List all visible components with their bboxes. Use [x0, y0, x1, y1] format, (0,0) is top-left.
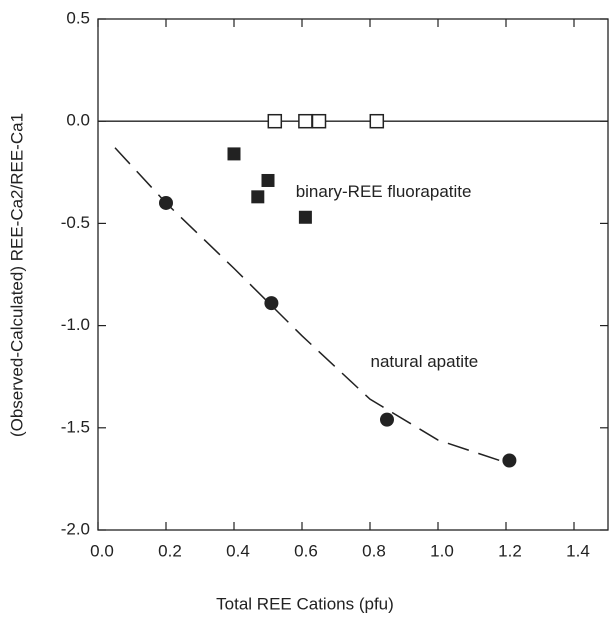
- plot-frame: [97, 18, 609, 531]
- data-point: [227, 147, 241, 161]
- x-tick-label: 1.0: [430, 541, 454, 560]
- data-point: [380, 412, 394, 427]
- y-tick-label: -2.0: [61, 519, 90, 538]
- data-point: [369, 113, 385, 129]
- x-tick-label: 1.2: [498, 541, 522, 560]
- x-tick-label: 0.8: [362, 541, 386, 560]
- data-point: [261, 173, 275, 187]
- y-tick-label: 0.5: [66, 8, 90, 27]
- annotation: natural apatite: [371, 352, 479, 371]
- data-point: [251, 190, 265, 204]
- data-point: [298, 113, 313, 129]
- data-point: [298, 210, 312, 224]
- x-tick-label: 0.6: [294, 541, 318, 560]
- x-tick-label: 0.4: [226, 541, 250, 560]
- x-tick-label: 1.4: [566, 541, 590, 560]
- y-tick-label: -1.0: [61, 315, 90, 334]
- y-axis-label: (Observed-Calculated) REE-Ca2/REE-Ca1: [7, 113, 26, 437]
- y-tick-label: 0.0: [66, 111, 90, 130]
- x-axis-label: Total REE Cations (pfu): [216, 594, 394, 613]
- data-point: [267, 113, 283, 129]
- y-tick-label: -1.5: [61, 417, 90, 436]
- y-tick-label: -0.5: [61, 213, 90, 232]
- data-point: [159, 195, 173, 210]
- data-point: [311, 113, 327, 129]
- data-point: [502, 453, 517, 468]
- x-tick-label: 0.2: [158, 541, 182, 560]
- annotation: binary-REE fluorapatite: [296, 182, 472, 201]
- x-tick-label: 0.0: [90, 541, 114, 560]
- data-point: [264, 296, 279, 311]
